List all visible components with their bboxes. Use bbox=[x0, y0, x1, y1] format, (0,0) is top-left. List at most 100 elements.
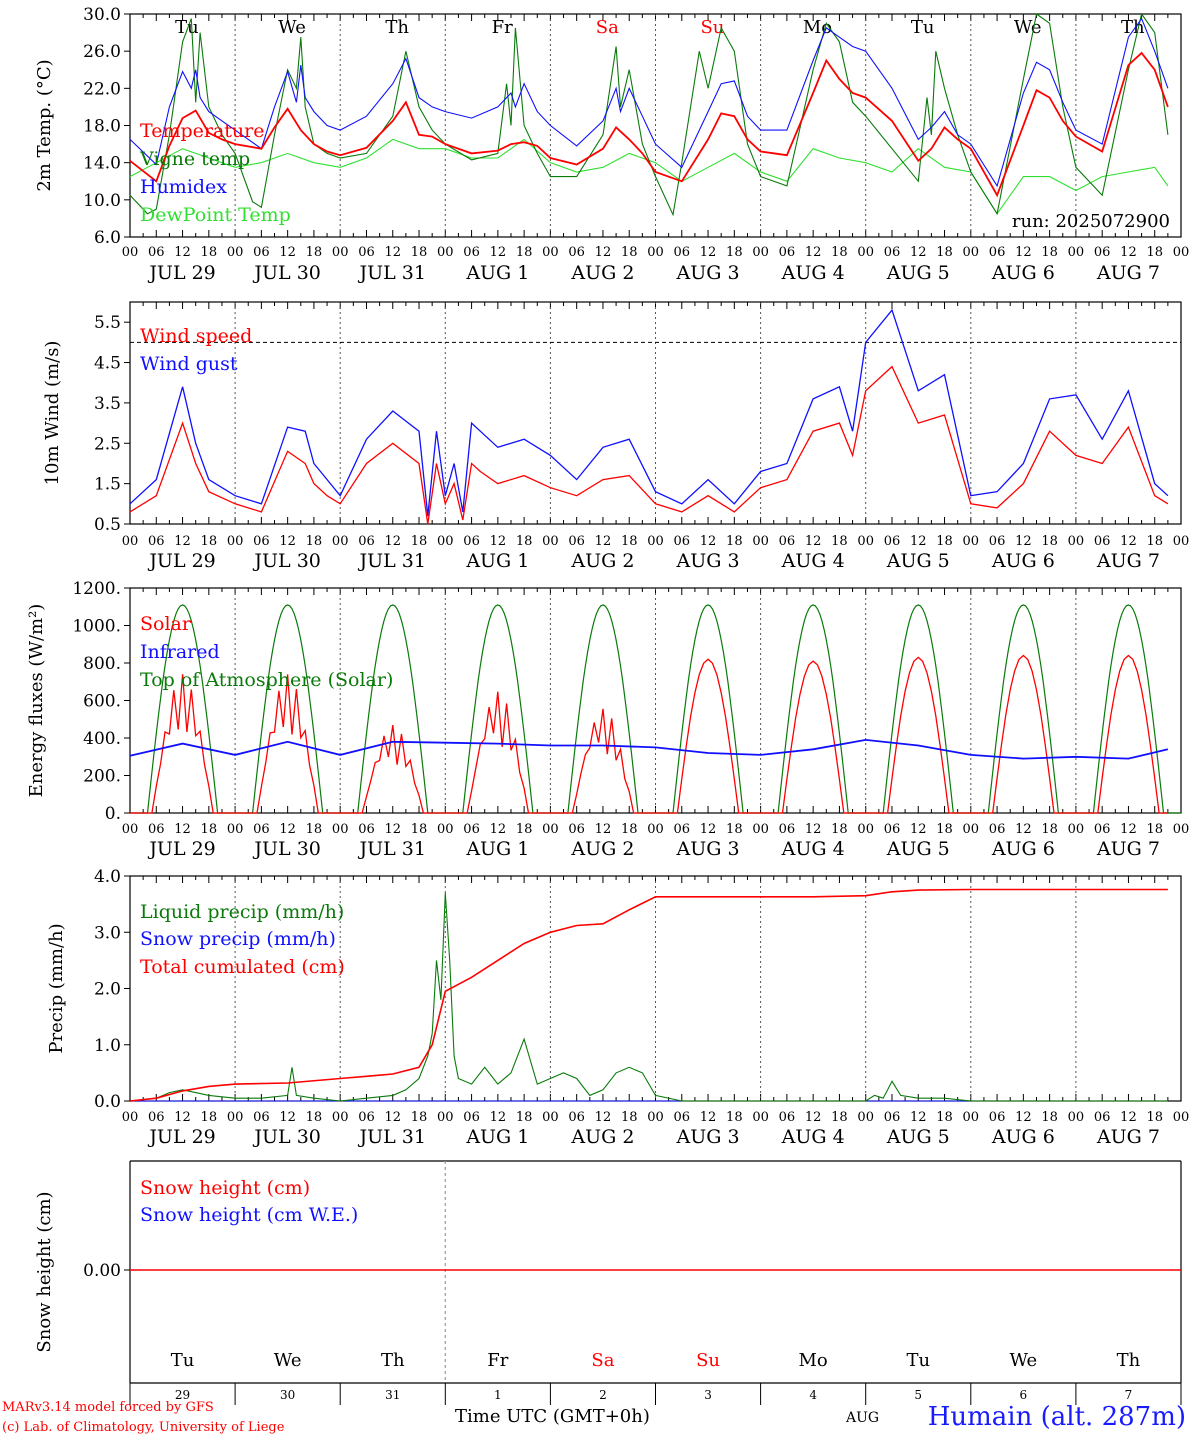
x-hour-label: 12 bbox=[910, 534, 927, 549]
x-hour-label: 12 bbox=[1120, 1110, 1137, 1125]
x-hour-label: 00 bbox=[857, 245, 874, 260]
y-tick-label: 26.0 bbox=[83, 42, 121, 62]
x-hour-label: 06 bbox=[463, 245, 480, 260]
x-hour-label: 06 bbox=[148, 1110, 165, 1125]
y-tick-label: 22.0 bbox=[83, 79, 121, 99]
day-name-label: Tu bbox=[175, 17, 199, 38]
series-wind-gust bbox=[129, 308, 1169, 516]
x-date-label: JUL 30 bbox=[252, 838, 320, 860]
x-date-label: AUG 5 bbox=[886, 262, 950, 284]
x-hour-label: 18 bbox=[516, 1110, 533, 1125]
x-hour-label: 12 bbox=[595, 1110, 612, 1125]
legend-snow-height-cm: Snow height (cm) bbox=[140, 1177, 310, 1199]
y-tick-label: 0. bbox=[105, 804, 121, 824]
legend-dewpoint-temp: DewPoint Temp bbox=[140, 204, 291, 226]
x-hour-label: 00 bbox=[122, 245, 139, 260]
x-date-label: AUG 2 bbox=[570, 262, 634, 284]
x-hour-label: 18 bbox=[936, 1110, 953, 1125]
panel-2: 0.5 1.5 2.5 3.5 4.5 5.5 10m Wind (m/s) 00 06 12 18… bbox=[42, 301, 1190, 572]
x-date-label: JUL 31 bbox=[358, 838, 426, 860]
x-date-label: AUG 6 bbox=[991, 838, 1055, 860]
x-hour-label: 00 bbox=[332, 822, 349, 837]
day-name-label: Sa bbox=[596, 17, 619, 38]
x-hour-label: 00 bbox=[1173, 534, 1190, 549]
x-hour-label: 00 bbox=[227, 245, 244, 260]
x-hour-label: 18 bbox=[201, 822, 218, 837]
x-hour-label: 00 bbox=[857, 1110, 874, 1125]
x-hour-label: 06 bbox=[779, 245, 796, 260]
station-name: Humain (alt. 287m) bbox=[927, 1402, 1186, 1432]
x-hour-label: 00 bbox=[963, 534, 980, 549]
x-date-label: JUL 30 bbox=[252, 262, 320, 284]
x-hour-label: 12 bbox=[805, 534, 822, 549]
x-hour-label: 06 bbox=[1094, 245, 1111, 260]
series-temperature bbox=[129, 51, 1169, 198]
x-hour-label: 12 bbox=[910, 1110, 927, 1125]
x-hour-label: 18 bbox=[1146, 822, 1163, 837]
x-hour-label: 06 bbox=[989, 245, 1006, 260]
x-date-label: JUL 29 bbox=[147, 1126, 215, 1148]
x-hour-label: 12 bbox=[595, 822, 612, 837]
x-hour-label: 12 bbox=[279, 245, 296, 260]
series-infrared bbox=[129, 738, 1169, 760]
day-name-label: We bbox=[1014, 17, 1042, 38]
y-tick-label: 10.0 bbox=[83, 191, 121, 211]
y-tick-label: 1.0 bbox=[94, 1036, 121, 1056]
x-hour-label: 06 bbox=[884, 534, 901, 549]
x-date-label: AUG 7 bbox=[1096, 838, 1160, 860]
x-hour-label: 12 bbox=[490, 245, 507, 260]
x-hour-label: 00 bbox=[752, 245, 769, 260]
x-hour-label: 12 bbox=[1015, 1110, 1032, 1125]
x-hour-label: 00 bbox=[1173, 822, 1190, 837]
y-tick-label: 1.5 bbox=[94, 475, 121, 495]
panel-3: 0. 200. 400. 600. 800. 1000. 1200. Energy fluxe… bbox=[26, 579, 1189, 860]
x-hour-label: 00 bbox=[332, 534, 349, 549]
x-date-label: AUG 5 bbox=[886, 550, 950, 572]
day-name-label: Sa bbox=[591, 1350, 614, 1371]
x-hour-label: 18 bbox=[621, 1110, 638, 1125]
y-tick-label: 1000. bbox=[72, 617, 121, 637]
day-name-label: Th bbox=[1117, 1350, 1141, 1371]
day-number-label: 4 bbox=[809, 1388, 817, 1402]
day-name-label: Su bbox=[700, 17, 724, 38]
x-date-label: AUG 1 bbox=[465, 262, 529, 284]
x-hour-label: 18 bbox=[306, 534, 323, 549]
x-hour-label: 00 bbox=[332, 245, 349, 260]
x-hour-label: 06 bbox=[884, 245, 901, 260]
x-hour-label: 06 bbox=[358, 1110, 375, 1125]
x-hour-label: 00 bbox=[1068, 1110, 1085, 1125]
x-hour-label: 18 bbox=[1041, 534, 1058, 549]
x-hour-label: 12 bbox=[1015, 534, 1032, 549]
series-total-cumulated-cm- bbox=[129, 888, 1168, 1102]
day-name-label: Th bbox=[381, 1350, 405, 1371]
x-hour-label: 12 bbox=[805, 245, 822, 260]
x-hour-label: 18 bbox=[516, 245, 533, 260]
y-tick-label: 0.0 bbox=[94, 1092, 121, 1112]
x-hour-label: 12 bbox=[595, 245, 612, 260]
x-hour-label: 12 bbox=[490, 534, 507, 549]
x-hour-label: 00 bbox=[122, 1110, 139, 1125]
x-hour-label: 00 bbox=[227, 822, 244, 837]
x-hour-label: 12 bbox=[490, 822, 507, 837]
x-hour-label: 18 bbox=[411, 1110, 428, 1125]
x-hour-label: 12 bbox=[174, 534, 191, 549]
legend-total-cumulated-cm: Total cumulated (cm) bbox=[140, 956, 345, 978]
x-date-label: AUG 2 bbox=[570, 1126, 634, 1148]
x-hour-label: 06 bbox=[253, 822, 270, 837]
run-annotation: run: 2025072900 bbox=[1012, 211, 1170, 232]
x-hour-label: 00 bbox=[122, 822, 139, 837]
x-hour-label: 00 bbox=[542, 1110, 559, 1125]
day-name-label: Tu bbox=[171, 1350, 195, 1371]
x-hour-label: 06 bbox=[779, 822, 796, 837]
x-hour-label: 18 bbox=[1146, 1110, 1163, 1125]
y-axis-label: 10m Wind (m/s) bbox=[42, 341, 63, 486]
x-date-label: AUG 6 bbox=[991, 1126, 1055, 1148]
x-date-label: AUG 4 bbox=[781, 550, 845, 572]
x-hour-label: 12 bbox=[700, 1110, 717, 1125]
x-hour-label: 06 bbox=[568, 1110, 585, 1125]
x-hour-label: 06 bbox=[463, 534, 480, 549]
day-name-label: Mo bbox=[799, 1350, 828, 1371]
x-hour-label: 06 bbox=[1094, 534, 1111, 549]
day-number-label: 2 bbox=[599, 1388, 607, 1402]
